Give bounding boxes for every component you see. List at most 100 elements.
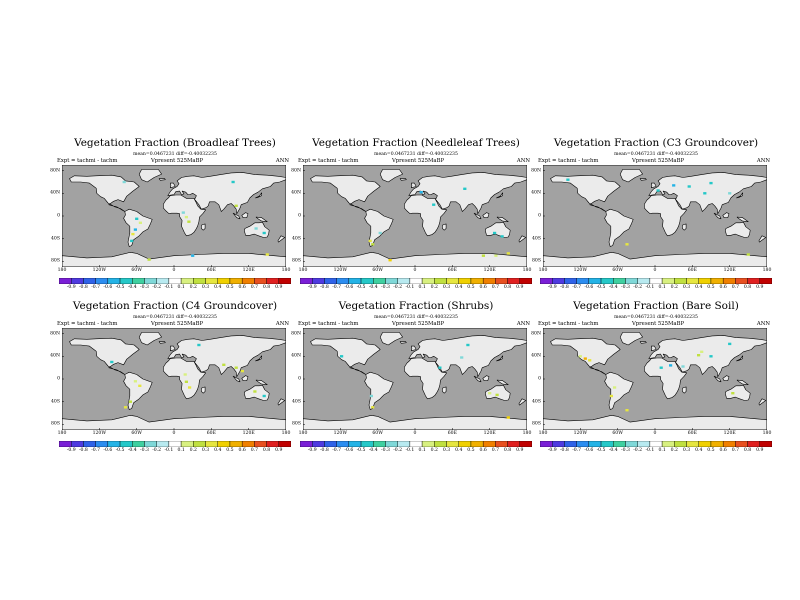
anomaly-cell (687, 185, 691, 188)
colorbar-label: 0.1 (418, 448, 426, 453)
colorbar-label: 0.3 (442, 285, 451, 290)
colorbar-swatch (59, 278, 72, 284)
y-tick-label: 80N (531, 168, 541, 174)
colorbar-swatch (217, 278, 231, 284)
colorbar-label: -0.3 (621, 448, 630, 453)
colorbar-label: 0.9 (756, 448, 764, 453)
colorbar-swatch (482, 278, 496, 284)
new-guinea (496, 216, 509, 223)
anomaly-cell (728, 342, 732, 346)
anomaly-cell (371, 406, 375, 409)
colorbar-swatch (674, 278, 687, 284)
new-zealand (758, 398, 767, 406)
iceland (158, 178, 166, 181)
colorbar-swatch (95, 278, 109, 284)
colorbar-swatch (495, 278, 508, 284)
colorbar-label: 0.2 (670, 285, 678, 290)
greenland (138, 169, 162, 183)
anomaly-cell (681, 365, 685, 368)
colorbar-swatch (132, 441, 145, 447)
colorbar-swatch (83, 278, 96, 284)
north-america (550, 174, 621, 212)
x-tick-label: 120W (333, 268, 348, 273)
colorbar-swatch (71, 278, 84, 284)
colorbar-label: 0.7 (250, 448, 259, 453)
colorbar-swatch (324, 278, 337, 284)
colorbar-swatch (266, 441, 279, 447)
colorbar-swatch (336, 278, 350, 284)
anomaly-cell (731, 392, 735, 395)
colorbar-swatch (71, 441, 84, 447)
colorbar-label: -0.8 (559, 448, 569, 453)
y-tick-label: 40S (532, 236, 541, 242)
map-panel: Vegetation Fraction (C3 Groundcover) mean… (531, 137, 774, 297)
map-panel: Vegetation Fraction (Needleleaf Trees) me… (291, 137, 534, 297)
y-tick-label: 40N (50, 353, 60, 359)
y-tick-label: 80S (532, 258, 541, 264)
anomaly-cell (746, 253, 750, 256)
x-tick-label: 60E (206, 268, 216, 273)
x-tick-label: 60W (612, 431, 623, 436)
colorbar-swatch (278, 441, 291, 447)
colorbar-swatch (373, 441, 386, 447)
x-tick-label: 60E (447, 268, 457, 273)
colorbar-swatch (759, 278, 772, 284)
anomaly-cell (340, 355, 344, 358)
panel-season: ANN (756, 321, 770, 327)
x-tick-label: 0 (413, 431, 417, 436)
anomaly-cell (369, 394, 373, 398)
colorbar (300, 441, 532, 447)
madagascar (682, 223, 687, 231)
anomaly-cell (368, 239, 372, 243)
colorbar-label: 0.4 (695, 448, 703, 453)
borneo (241, 212, 249, 219)
panel-version: Vpresent 525MaBP (391, 158, 445, 164)
colorbar-swatch (625, 278, 638, 284)
colorbar-swatch (576, 441, 590, 447)
colorbar-swatch (674, 441, 687, 447)
anomaly-cell (131, 232, 135, 236)
colorbar-swatch (385, 441, 398, 447)
panel-version: Vpresent 525MaBP (150, 321, 204, 327)
colorbar-swatch (168, 441, 182, 447)
new-zealand (277, 398, 286, 406)
colorbar-label: 0.5 (467, 448, 475, 453)
map-plot (543, 165, 767, 267)
colorbar-swatch (324, 441, 337, 447)
iceland (639, 178, 647, 181)
anomaly-cell (613, 386, 617, 389)
colorbar-swatch (156, 278, 170, 284)
colorbar-label: -0.4 (608, 448, 618, 453)
map-panel: Vegetation Fraction (Bare Soil) mean=0.04… (531, 300, 774, 460)
colorbar-label: -0.8 (559, 285, 569, 290)
panel-expt: Expt = tachmi - tachm (57, 321, 118, 327)
anomaly-cell (432, 203, 436, 206)
colorbar-swatch (722, 441, 736, 447)
map-plot (543, 328, 767, 430)
colorbar-swatch (205, 441, 218, 447)
anomaly-cell (187, 220, 191, 223)
map-plot (303, 165, 527, 267)
panel-season: ANN (516, 158, 530, 164)
colorbar-swatch (360, 278, 374, 284)
colorbar-swatch (241, 278, 255, 284)
colorbar-label: 0.8 (262, 285, 271, 290)
colorbar-swatch (446, 278, 459, 284)
colorbar-swatch (360, 441, 374, 447)
anomaly-cell (378, 231, 382, 235)
new-zealand (758, 235, 767, 243)
colorbar-label: -0.3 (621, 285, 630, 290)
colorbar-label: -0.2 (393, 285, 403, 290)
colorbar-swatch (168, 278, 182, 284)
iceland (399, 178, 407, 181)
colorbar-label: 0.9 (516, 285, 524, 290)
colorbar-swatch (747, 278, 760, 284)
y-tick-label: 80N (291, 168, 301, 174)
x-tick-label: 180 (281, 431, 291, 436)
colorbar-label: -0.8 (78, 448, 88, 453)
panel-title: Vegetation Fraction (C4 Groundcover) (72, 300, 278, 312)
colorbar-swatch (180, 278, 194, 284)
colorbar-swatch (625, 441, 638, 447)
borneo (722, 375, 730, 382)
colorbar-label: -0.3 (381, 285, 390, 290)
